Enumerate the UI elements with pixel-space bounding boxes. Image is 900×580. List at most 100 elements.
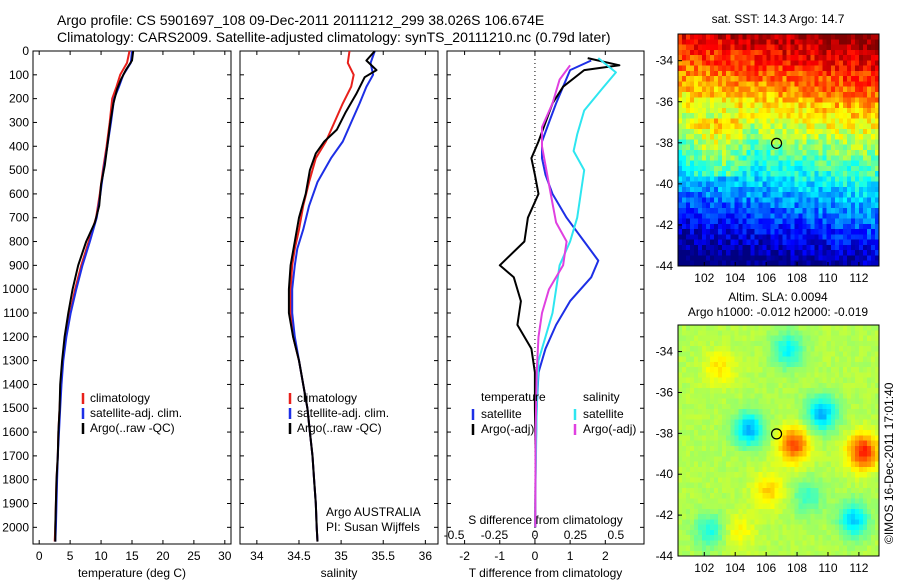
map-cell	[838, 477, 844, 483]
map-cell	[866, 144, 872, 151]
map-cell	[762, 372, 767, 378]
map-cell	[686, 335, 691, 342]
map-cell	[854, 55, 860, 61]
map-cell	[858, 550, 864, 557]
map-cell	[742, 508, 747, 515]
map-cell	[766, 424, 771, 431]
map-cell	[766, 435, 771, 441]
map-cell	[866, 372, 872, 378]
map-cell	[818, 325, 824, 331]
map-cell	[770, 186, 775, 193]
map-cell	[806, 388, 812, 394]
map-cell	[706, 60, 711, 67]
map-cell	[822, 550, 828, 557]
map-cell	[842, 244, 848, 251]
map-cell	[866, 445, 872, 452]
map-cell	[874, 409, 880, 415]
map-cell	[770, 403, 775, 410]
map-cell	[766, 34, 771, 40]
map-cell	[786, 487, 791, 494]
map-cell	[866, 123, 872, 130]
map-cell	[770, 176, 775, 183]
map-cell	[858, 487, 864, 494]
map-cell	[702, 346, 707, 352]
map-cell	[778, 92, 783, 98]
map-cell	[786, 335, 791, 342]
map-cell	[790, 382, 795, 389]
map-cell	[686, 466, 691, 473]
map-cell	[714, 49, 719, 56]
map-cell	[842, 192, 848, 198]
map-cell	[870, 186, 876, 193]
map-cell	[794, 229, 799, 235]
map-cell	[874, 325, 880, 331]
map-cell	[826, 160, 832, 167]
map-cell	[762, 487, 767, 494]
map-cell	[854, 113, 860, 119]
map-cell	[762, 186, 767, 193]
map-cell	[750, 550, 755, 557]
map-cell	[790, 144, 795, 151]
map-cell	[786, 472, 791, 478]
map-cell	[758, 144, 763, 151]
map-cell	[734, 545, 739, 552]
map-cell	[818, 34, 824, 40]
map-cell	[806, 260, 812, 267]
map-cell	[774, 430, 779, 436]
map-cell	[758, 356, 763, 363]
map-cell	[806, 377, 812, 384]
map-cell	[814, 260, 820, 267]
map-cell	[778, 377, 783, 384]
map-cell	[738, 123, 743, 130]
map-cell	[686, 529, 691, 536]
map-cell	[822, 139, 828, 146]
map-cell	[822, 60, 828, 67]
map-cell	[858, 545, 864, 552]
map-cell	[798, 176, 804, 183]
map-cell	[746, 440, 751, 447]
map-cell	[686, 424, 691, 431]
map-cell	[782, 403, 787, 410]
map-cell	[854, 192, 860, 198]
map-cell	[770, 218, 775, 225]
map-cell	[858, 372, 864, 378]
map-cell	[826, 139, 832, 146]
depth-tick-label: 300	[9, 115, 29, 129]
map-cell	[838, 508, 844, 515]
map-cell	[718, 229, 723, 235]
map-cell	[774, 346, 779, 352]
map-cell	[850, 92, 856, 98]
map-cell	[718, 430, 723, 436]
map-cell	[834, 388, 840, 394]
map-cell	[746, 86, 751, 93]
map-cell	[702, 244, 707, 251]
map-cell	[822, 351, 828, 357]
map-cell	[714, 186, 719, 193]
map-cell	[874, 545, 880, 552]
map-cell	[754, 160, 759, 167]
map-cell	[686, 487, 691, 494]
map-cell	[866, 361, 872, 368]
map-cell	[750, 55, 755, 61]
map-cell	[770, 388, 775, 394]
map-cell	[710, 250, 715, 256]
sla-map-title-line1: Altim. SLA: 0.0094	[728, 290, 828, 304]
map-cell	[870, 403, 876, 410]
map-cell	[858, 340, 864, 347]
map-cell	[814, 123, 820, 130]
map-cell	[754, 535, 759, 541]
map-cell	[746, 181, 751, 188]
map-cell	[678, 456, 683, 462]
legend-temperature-title: temperature	[481, 390, 546, 404]
map-cell	[682, 372, 687, 378]
map-cell	[770, 493, 775, 499]
map-cell	[730, 340, 735, 347]
map-cell	[818, 55, 824, 61]
map-cell	[838, 150, 844, 156]
map-cell	[826, 498, 832, 504]
map-cell	[814, 197, 820, 204]
map-cell	[862, 234, 868, 241]
map-cell	[770, 97, 775, 103]
map-cell	[790, 165, 795, 172]
map-cell	[782, 55, 787, 61]
